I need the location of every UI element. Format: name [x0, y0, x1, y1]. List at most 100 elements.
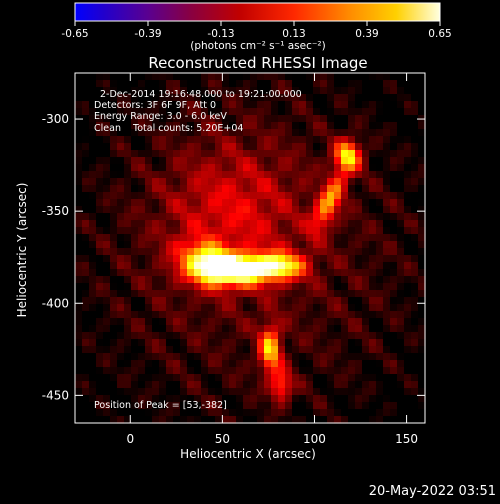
heatmap-cell — [222, 94, 230, 102]
heatmap-cell — [250, 206, 258, 214]
heatmap-cell — [376, 122, 384, 130]
heatmap-cell — [229, 346, 237, 354]
heatmap-cell — [285, 206, 293, 214]
heatmap-cell — [418, 206, 426, 214]
heatmap-cell — [166, 360, 174, 368]
heatmap-cell — [110, 388, 118, 396]
heatmap-cell — [369, 297, 377, 305]
heatmap-cell — [229, 73, 237, 81]
heatmap-cell — [243, 353, 251, 361]
heatmap-cell — [369, 122, 377, 130]
heatmap-cell — [341, 325, 349, 333]
heatmap-cell — [82, 178, 90, 186]
heatmap-cell — [103, 339, 111, 347]
heatmap-cell — [222, 402, 230, 410]
heatmap-cell — [369, 73, 377, 81]
heatmap-cell — [166, 227, 174, 235]
heatmap-cell — [411, 108, 419, 116]
heatmap-cell — [208, 262, 216, 270]
heatmap-cell — [390, 192, 398, 200]
heatmap-cell — [327, 381, 335, 389]
heatmap-cell — [236, 318, 244, 326]
heatmap-cell — [124, 402, 132, 410]
heatmap-cell — [306, 381, 314, 389]
heatmap-cell — [82, 304, 90, 312]
heatmap-cell — [278, 115, 286, 123]
heatmap-cell — [82, 318, 90, 326]
x-axis-ticks: 0 50 100 150 — [126, 73, 418, 446]
heatmap-cell — [299, 122, 307, 130]
heatmap-cell — [411, 115, 419, 123]
heatmap-cell — [313, 311, 321, 319]
heatmap-cell — [117, 213, 125, 221]
heatmap-cell — [250, 283, 258, 291]
heatmap-cell — [173, 318, 181, 326]
heatmap-cell — [145, 206, 153, 214]
heatmap-cell — [404, 73, 412, 81]
heatmap-cell — [138, 80, 146, 88]
heatmap-cell — [173, 332, 181, 340]
heatmap-cell — [243, 185, 251, 193]
heatmap-cell — [306, 87, 314, 95]
heatmap-cell — [194, 283, 202, 291]
heatmap-cell — [411, 269, 419, 277]
heatmap-cell — [257, 234, 265, 242]
heatmap-cell — [96, 269, 104, 277]
heatmap-cell — [75, 213, 83, 221]
heatmap-cell — [103, 192, 111, 200]
heatmap-cell — [418, 73, 426, 81]
heatmap-cell — [264, 122, 272, 130]
heatmap-cell — [376, 150, 384, 158]
heatmap-cell — [208, 395, 216, 403]
heatmap-cell — [124, 157, 132, 165]
heatmap-cell — [355, 402, 363, 410]
heatmap-cell — [131, 157, 139, 165]
heatmap-cell — [390, 213, 398, 221]
heatmap-cell — [418, 199, 426, 207]
heatmap-cell — [194, 339, 202, 347]
heatmap-cell — [173, 353, 181, 361]
heatmap-cell — [362, 94, 370, 102]
heatmap-cell — [166, 304, 174, 312]
heatmap-cell — [124, 332, 132, 340]
heatmap-cell — [194, 157, 202, 165]
heatmap-cell — [376, 332, 384, 340]
heatmap-cell — [243, 108, 251, 116]
heatmap-cell — [208, 164, 216, 172]
heatmap-cell — [306, 122, 314, 130]
heatmap-cell — [138, 122, 146, 130]
heatmap-cell — [187, 199, 195, 207]
heatmap-cell — [117, 115, 125, 123]
heatmap-cell — [313, 143, 321, 151]
heatmap-cell — [124, 199, 132, 207]
heatmap-cell — [194, 143, 202, 151]
heatmap-cell — [194, 374, 202, 382]
heatmap-cell — [418, 318, 426, 326]
heatmap-cell — [390, 136, 398, 144]
heatmap-cell — [362, 304, 370, 312]
heatmap-cell — [229, 367, 237, 375]
heatmap-cell — [152, 304, 160, 312]
heatmap-cell — [348, 115, 356, 123]
heatmap-cell — [138, 290, 146, 298]
x-tick-label: 0 — [126, 432, 134, 446]
heatmap-cell — [250, 129, 258, 137]
heatmap-cell — [159, 220, 167, 228]
heatmap-cell — [208, 374, 216, 382]
heatmap-cell — [131, 381, 139, 389]
heatmap-cell — [89, 248, 97, 256]
heatmap-cell — [397, 248, 405, 256]
heatmap-cell — [376, 136, 384, 144]
heatmap-cell — [285, 87, 293, 95]
heatmap-cell — [418, 290, 426, 298]
heatmap-cell — [278, 213, 286, 221]
heatmap-cell — [264, 101, 272, 109]
heatmap-cell — [292, 108, 300, 116]
heatmap-cell — [180, 73, 188, 81]
heatmap-cell — [376, 94, 384, 102]
heatmap-cell — [299, 311, 307, 319]
heatmap-cell — [194, 101, 202, 109]
heatmap-cell — [390, 416, 398, 424]
heatmap-cell — [278, 311, 286, 319]
heatmap-cell — [201, 276, 209, 284]
